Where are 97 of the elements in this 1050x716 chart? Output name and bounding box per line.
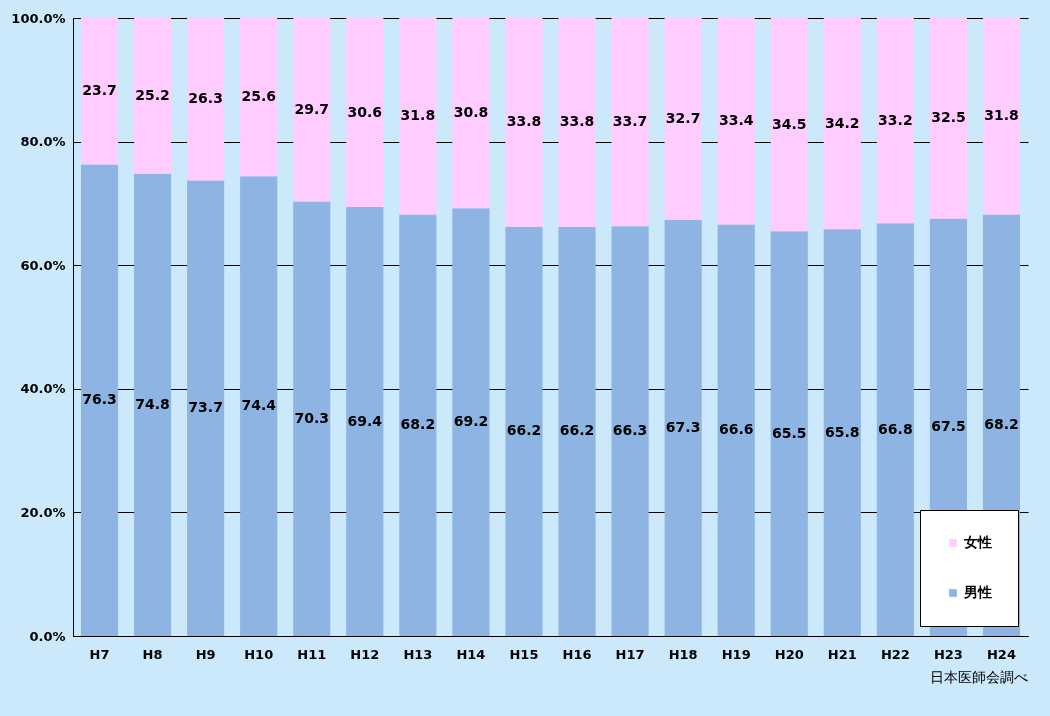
data-label: 66.8 xyxy=(878,420,913,437)
data-label: 66.6 xyxy=(718,421,754,438)
data-label: 31.8 xyxy=(400,107,436,124)
bar xyxy=(929,18,967,219)
x-tick-label: H15 xyxy=(509,646,539,662)
data-label: 69.4 xyxy=(347,412,383,429)
y-tick-label: 0.0% xyxy=(29,628,66,644)
bar xyxy=(717,224,755,636)
x-tick-label: H20 xyxy=(774,646,804,662)
data-label: 32.5 xyxy=(931,109,966,126)
y-tick-label: 20.0% xyxy=(20,504,66,520)
bar xyxy=(240,176,278,636)
data-label: 30.6 xyxy=(347,103,383,120)
data-label: 65.8 xyxy=(825,423,860,440)
data-label: 68.2 xyxy=(400,416,436,433)
y-tick-label: 80.0% xyxy=(20,134,66,150)
bar xyxy=(80,164,119,636)
data-label: 66.3 xyxy=(612,422,648,439)
data-label: 69.2 xyxy=(453,413,489,430)
data-label: 33.8 xyxy=(506,113,542,130)
bar xyxy=(770,18,808,232)
bar xyxy=(399,214,437,636)
x-tick-label: H21 xyxy=(827,646,857,662)
data-label: 30.8 xyxy=(453,104,489,121)
x-tick-label: H12 xyxy=(350,646,380,662)
data-label: 25.6 xyxy=(241,88,276,105)
bar xyxy=(452,18,490,209)
bar xyxy=(187,18,225,181)
data-label: 65.5 xyxy=(771,424,807,441)
bar xyxy=(664,18,702,221)
bar xyxy=(187,180,225,636)
y-tick-label: 100.0% xyxy=(11,10,66,26)
data-label: 32.7 xyxy=(665,110,701,127)
data-label: 74.4 xyxy=(241,397,277,414)
bar xyxy=(664,220,702,636)
x-tick-label: H8 xyxy=(142,646,163,662)
bar xyxy=(293,201,331,636)
bar xyxy=(982,18,1021,215)
data-label: 68.2 xyxy=(984,416,1019,433)
data-label: 74.8 xyxy=(135,395,170,412)
data-label: 67.3 xyxy=(665,419,701,436)
bar xyxy=(346,18,384,208)
x-tick-label: H16 xyxy=(562,646,592,662)
legend-label: 男性 xyxy=(963,584,992,600)
x-tick-label: H10 xyxy=(244,646,274,662)
legend-label: 女性 xyxy=(963,534,992,550)
bar xyxy=(558,18,596,227)
bar xyxy=(611,18,649,227)
x-tick-label: H24 xyxy=(986,646,1016,662)
data-label: 33.8 xyxy=(559,113,595,130)
bar xyxy=(134,18,172,174)
bar xyxy=(558,226,596,636)
x-tick-label: H18 xyxy=(668,646,698,662)
data-label: 31.8 xyxy=(984,107,1019,124)
x-tick-label: H7 xyxy=(89,646,110,662)
x-tick-label: H13 xyxy=(403,646,433,662)
y-tick-label: 40.0% xyxy=(20,381,66,397)
bar xyxy=(823,229,861,636)
x-tick-label: H17 xyxy=(615,646,645,662)
data-label: 33.4 xyxy=(718,112,754,129)
text: 日本医師会調べ xyxy=(930,669,1028,685)
bar xyxy=(770,231,808,636)
bar xyxy=(240,18,278,177)
x-tick-label: H9 xyxy=(195,646,216,662)
data-label: 25.2 xyxy=(135,86,170,103)
x-tick-label: H22 xyxy=(880,646,910,662)
data-label: 34.2 xyxy=(825,114,860,131)
data-label: 33.2 xyxy=(878,111,913,128)
data-label: 34.5 xyxy=(771,115,807,132)
x-tick-label: H14 xyxy=(456,646,486,662)
bar xyxy=(452,208,490,636)
bar xyxy=(823,18,861,230)
data-label: 66.2 xyxy=(559,422,595,439)
data-label: 73.7 xyxy=(188,399,223,416)
bar xyxy=(346,207,384,636)
bar xyxy=(717,18,755,225)
data-label: 76.3 xyxy=(82,391,117,408)
data-label: 33.7 xyxy=(612,113,648,130)
data-label: 67.5 xyxy=(931,418,966,435)
bar xyxy=(505,226,543,636)
x-tick-label: H19 xyxy=(721,646,751,662)
bar xyxy=(80,18,119,165)
bar xyxy=(505,18,543,227)
data-label: 66.2 xyxy=(506,422,542,439)
bar xyxy=(134,173,172,636)
data-label: 26.3 xyxy=(188,90,223,107)
bar xyxy=(293,18,331,202)
data-label: 70.3 xyxy=(294,409,330,426)
x-tick-label: H23 xyxy=(933,646,963,662)
x-tick-label: H11 xyxy=(297,646,327,662)
data-label: 23.7 xyxy=(82,82,117,99)
bar xyxy=(876,223,914,636)
bar xyxy=(611,226,649,636)
data-label: 29.7 xyxy=(294,100,330,117)
y-tick-label: 60.0% xyxy=(20,257,66,273)
bar xyxy=(399,18,437,215)
bar xyxy=(876,18,914,224)
